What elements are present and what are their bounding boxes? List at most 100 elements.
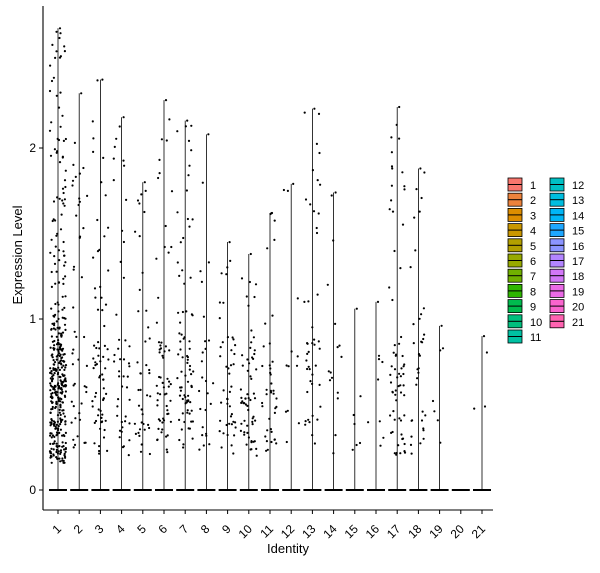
data-point	[249, 252, 252, 256]
data-point	[49, 251, 52, 254]
data-point	[50, 270, 53, 274]
data-point	[100, 181, 103, 184]
data-point	[161, 354, 164, 357]
data-point	[55, 94, 58, 97]
data-point	[94, 395, 97, 398]
data-point	[59, 404, 62, 407]
legend-item-21: 21	[549, 314, 584, 329]
legend-item-9: 9	[507, 299, 536, 314]
data-point	[391, 391, 394, 394]
data-point	[269, 367, 272, 370]
data-point	[61, 401, 64, 404]
data-point	[200, 360, 203, 363]
data-point	[393, 418, 396, 421]
data-point	[94, 391, 98, 395]
data-point	[170, 245, 173, 249]
data-point	[247, 397, 250, 400]
data-point	[241, 354, 244, 357]
data-point	[234, 426, 237, 429]
data-point	[410, 452, 413, 455]
data-point	[57, 387, 60, 390]
data-point	[184, 125, 187, 128]
data-point	[138, 428, 142, 431]
data-point	[161, 381, 164, 384]
data-point	[63, 204, 66, 207]
data-point	[120, 430, 123, 433]
data-point	[255, 368, 258, 371]
data-point	[389, 414, 392, 417]
data-point	[250, 377, 253, 380]
data-point	[147, 423, 150, 426]
data-point	[63, 415, 66, 418]
data-point	[401, 223, 405, 226]
data-point	[55, 30, 58, 33]
data-point	[251, 356, 254, 359]
data-point	[201, 181, 204, 184]
legend-item-4: 4	[507, 223, 536, 238]
data-point	[401, 171, 404, 174]
data-point	[83, 385, 86, 388]
data-point	[191, 218, 194, 221]
data-point	[57, 350, 60, 353]
data-point	[161, 428, 164, 431]
data-point	[128, 345, 131, 348]
data-point	[64, 441, 67, 445]
data-point	[382, 436, 385, 439]
data-point	[62, 461, 65, 464]
data-point	[51, 405, 54, 409]
data-point	[398, 137, 401, 140]
data-point	[50, 392, 53, 395]
data-point	[247, 436, 250, 439]
x-tick-label: 16	[363, 522, 383, 542]
data-point	[59, 125, 62, 128]
y-axis-title: Expression Level	[10, 205, 25, 304]
data-point	[50, 408, 53, 411]
data-point	[48, 129, 52, 132]
data-point	[57, 332, 61, 335]
data-point	[125, 386, 129, 389]
data-point	[207, 261, 210, 264]
data-point	[53, 148, 57, 151]
violin-group-13	[303, 107, 322, 491]
data-point	[228, 422, 231, 425]
data-point	[51, 401, 54, 404]
data-point	[49, 424, 52, 427]
legend-item-20: 20	[549, 299, 584, 314]
data-point	[264, 435, 267, 438]
data-point	[169, 383, 172, 386]
data-point	[116, 405, 119, 408]
data-point	[249, 448, 252, 451]
data-point	[105, 392, 108, 395]
data-point	[355, 307, 358, 310]
data-point	[56, 326, 59, 329]
data-point	[422, 427, 425, 430]
data-point	[204, 340, 207, 343]
data-point	[53, 372, 56, 375]
data-point	[252, 336, 255, 339]
data-point	[101, 309, 104, 312]
data-point	[57, 281, 61, 284]
data-point	[63, 384, 66, 387]
data-point	[56, 420, 60, 423]
data-point	[64, 390, 67, 393]
data-point	[139, 388, 142, 391]
data-point	[314, 364, 317, 367]
data-point	[292, 182, 295, 185]
data-point	[63, 455, 67, 458]
data-point	[221, 341, 224, 344]
data-point	[186, 119, 189, 122]
data-point	[398, 372, 401, 375]
data-point	[167, 385, 170, 388]
data-point	[226, 266, 229, 269]
data-point	[315, 226, 318, 230]
data-point	[182, 446, 185, 449]
data-point	[252, 440, 255, 443]
data-point	[180, 428, 183, 431]
x-tick-label: 1	[49, 522, 64, 537]
data-point	[240, 396, 243, 399]
data-point	[381, 360, 384, 364]
data-point	[63, 323, 67, 326]
data-point	[253, 349, 256, 352]
data-point	[112, 157, 115, 160]
data-point	[334, 434, 337, 437]
